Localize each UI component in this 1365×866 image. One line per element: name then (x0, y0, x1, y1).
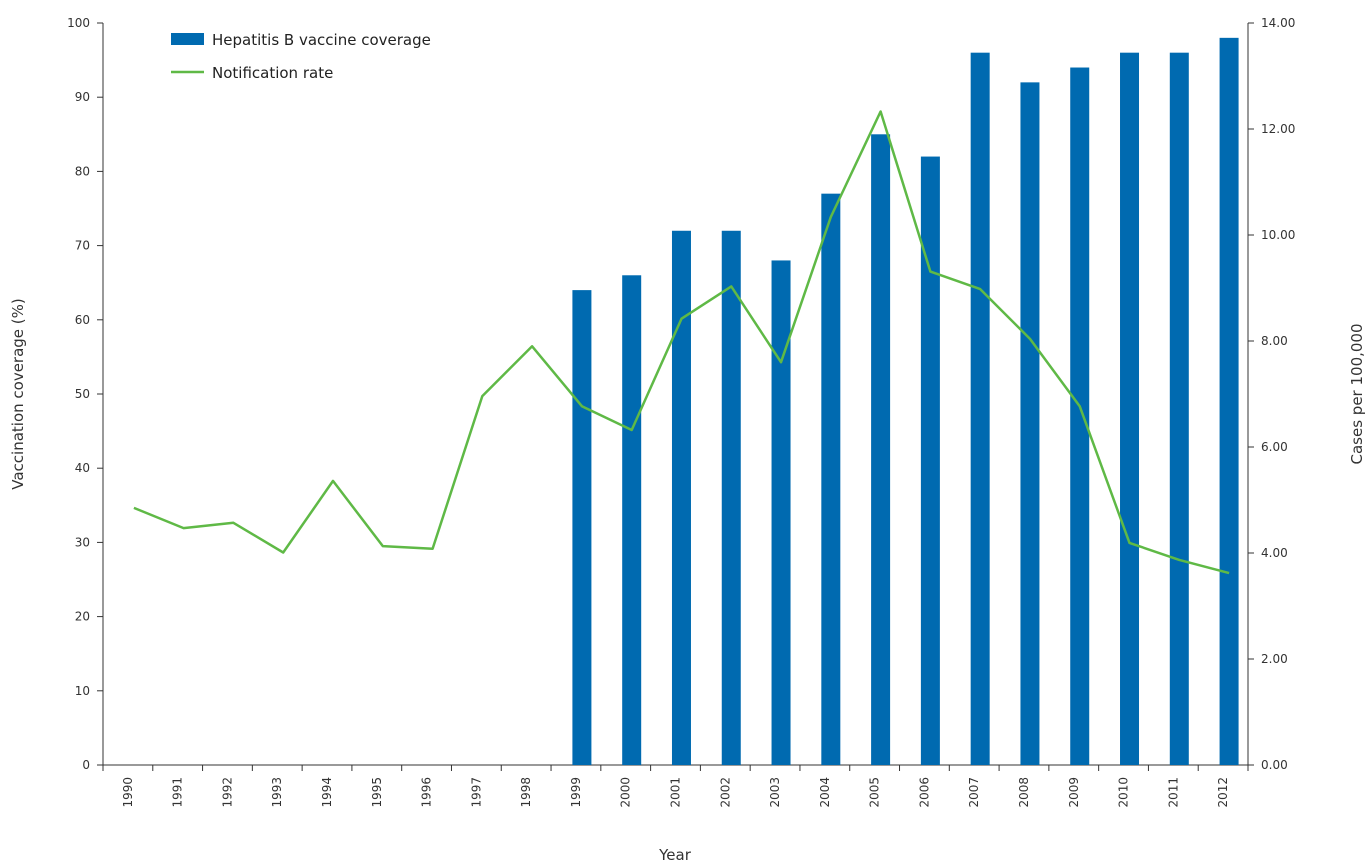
y-tick-label: 90 (75, 90, 90, 104)
y-tick-label: 70 (75, 239, 90, 253)
y-tick-label: 80 (75, 164, 90, 178)
x-tick-label: 1994 (320, 777, 334, 808)
x-tick-label: 2009 (1067, 777, 1081, 808)
bar (920, 156, 940, 765)
x-tick-label: 2010 (1117, 777, 1131, 808)
y2-tick-label: 0.00 (1261, 758, 1288, 772)
notification-rate-series-line (133, 110, 1230, 575)
y2-tick-label: 2.00 (1261, 652, 1288, 666)
y2-tick-label: 8.00 (1261, 334, 1288, 348)
y-tick-label: 60 (75, 313, 90, 327)
ticks: 0 10 20 30 40 50 60 70 80 90 100 0.00 2.00 4.00 6.00 8.… (67, 16, 1295, 808)
bar (1120, 52, 1140, 766)
x-tick-label: 1996 (420, 777, 434, 808)
y-tick-label: 100 (67, 16, 90, 30)
y-axis-title: Vaccination coverage (%) (9, 298, 27, 490)
bar (871, 134, 891, 766)
bars (572, 37, 1239, 766)
legend: Hepatitis B vaccine coverage Notificatio… (171, 31, 431, 82)
bar (970, 52, 990, 766)
x-axis-title: Year (658, 846, 692, 864)
x-tick-label: 2008 (1017, 777, 1031, 808)
legend-label-line: Notification rate (212, 64, 333, 82)
bar (622, 275, 642, 765)
y-tick-label: 10 (75, 684, 90, 698)
notification-line (133, 110, 1230, 575)
y2-tick-label: 14.00 (1261, 16, 1295, 30)
y2-tick-label: 4.00 (1261, 546, 1288, 560)
x-tick-label: 2002 (718, 777, 732, 808)
bar (771, 260, 791, 765)
y2-tick-label: 12.00 (1261, 122, 1295, 136)
legend-label-bar: Hepatitis B vaccine coverage (212, 31, 431, 49)
x-tick-label: 1991 (171, 777, 185, 808)
x-tick-label: 2012 (1216, 777, 1230, 808)
y2-axis-title: Cases per 100,000 (1348, 323, 1365, 464)
y-tick-label: 0 (82, 758, 90, 772)
x-tick-label: 2011 (1166, 777, 1180, 808)
x-tick-label: 2007 (967, 777, 981, 808)
x-tick-label: 2001 (669, 777, 683, 808)
y-tick-label: 20 (75, 610, 90, 624)
bar (1219, 37, 1239, 765)
x-tick-label: 1998 (519, 777, 533, 808)
x-tick-label: 1990 (121, 777, 135, 808)
x-tick-label: 1997 (469, 777, 483, 808)
x-tick-label: 1992 (220, 777, 234, 808)
y2-tick-label: 6.00 (1261, 440, 1288, 454)
bar (572, 290, 592, 765)
bar (1169, 52, 1189, 766)
bar (1020, 82, 1040, 766)
bar (821, 193, 841, 765)
y-tick-label: 50 (75, 387, 90, 401)
x-tick-label: 2004 (818, 777, 832, 808)
y-tick-label: 30 (75, 535, 90, 549)
x-tick-label: 2006 (917, 777, 931, 808)
bar (671, 230, 691, 765)
x-tick-label: 2003 (768, 777, 782, 808)
x-tick-label: 2005 (868, 777, 882, 808)
x-tick-label: 2000 (619, 777, 633, 808)
y-tick-label: 40 (75, 461, 90, 475)
y2-tick-label: 10.00 (1261, 228, 1295, 242)
x-tick-label: 1999 (569, 777, 583, 808)
bar (1070, 67, 1090, 765)
x-tick-label: 1993 (270, 777, 284, 808)
legend-swatch-bar (171, 33, 204, 45)
bar (721, 230, 741, 765)
x-tick-label: 1995 (370, 777, 384, 808)
